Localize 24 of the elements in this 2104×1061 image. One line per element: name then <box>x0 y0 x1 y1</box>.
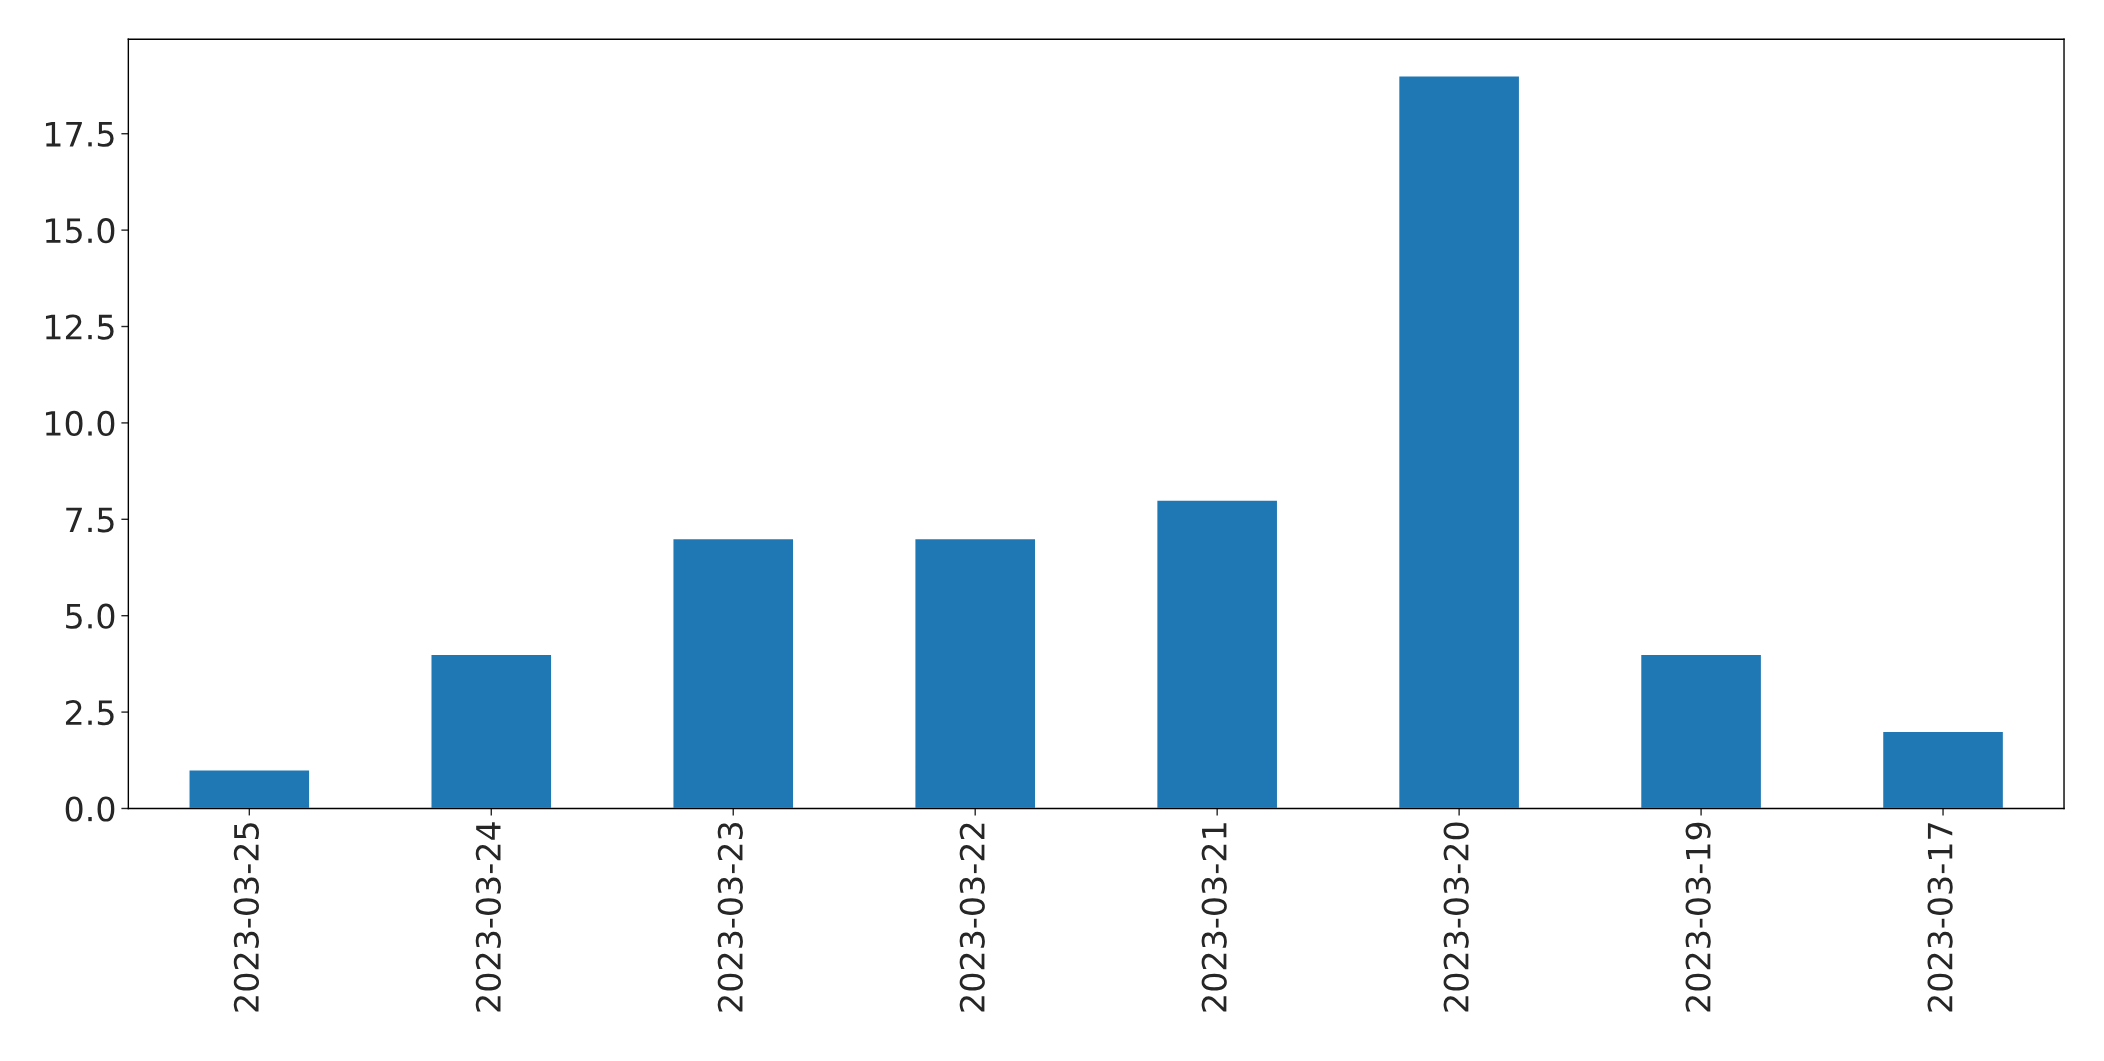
bar <box>914 537 1037 809</box>
x-tick-label: 2023-03-25 <box>233 823 259 1012</box>
bar <box>430 653 553 809</box>
y-tick-label: 17.5 <box>45 122 114 147</box>
y-tick-label: 12.5 <box>45 314 114 340</box>
bar <box>1397 75 1521 809</box>
x-tick-label: 2023-03-17 <box>1927 823 1953 1012</box>
x-tick-label: 2023-03-23 <box>717 822 743 1012</box>
y-tick-label: 0.0 <box>65 796 115 822</box>
bar <box>188 769 311 809</box>
x-tick-label: 2023-03-21 <box>1201 823 1227 1012</box>
x-tick-label: 2023-03-22 <box>959 823 985 1012</box>
bar <box>1155 499 1279 809</box>
y-tick-label: 15.0 <box>45 218 115 244</box>
x-tick-label: 2023-03-24 <box>475 822 501 1012</box>
y-tick-label: 10.0 <box>45 410 115 437</box>
x-tick-label: 2023-03-19 <box>1685 822 1711 1012</box>
bar <box>1639 653 1763 809</box>
bar <box>672 537 795 809</box>
y-tick-label: 7.5 <box>66 507 114 533</box>
x-tick-label: 2023-03-20 <box>1443 822 1469 1012</box>
y-tick-label: 5.0 <box>66 603 115 629</box>
y-tick-label: 2.5 <box>65 700 114 726</box>
bar <box>1881 730 2005 809</box>
